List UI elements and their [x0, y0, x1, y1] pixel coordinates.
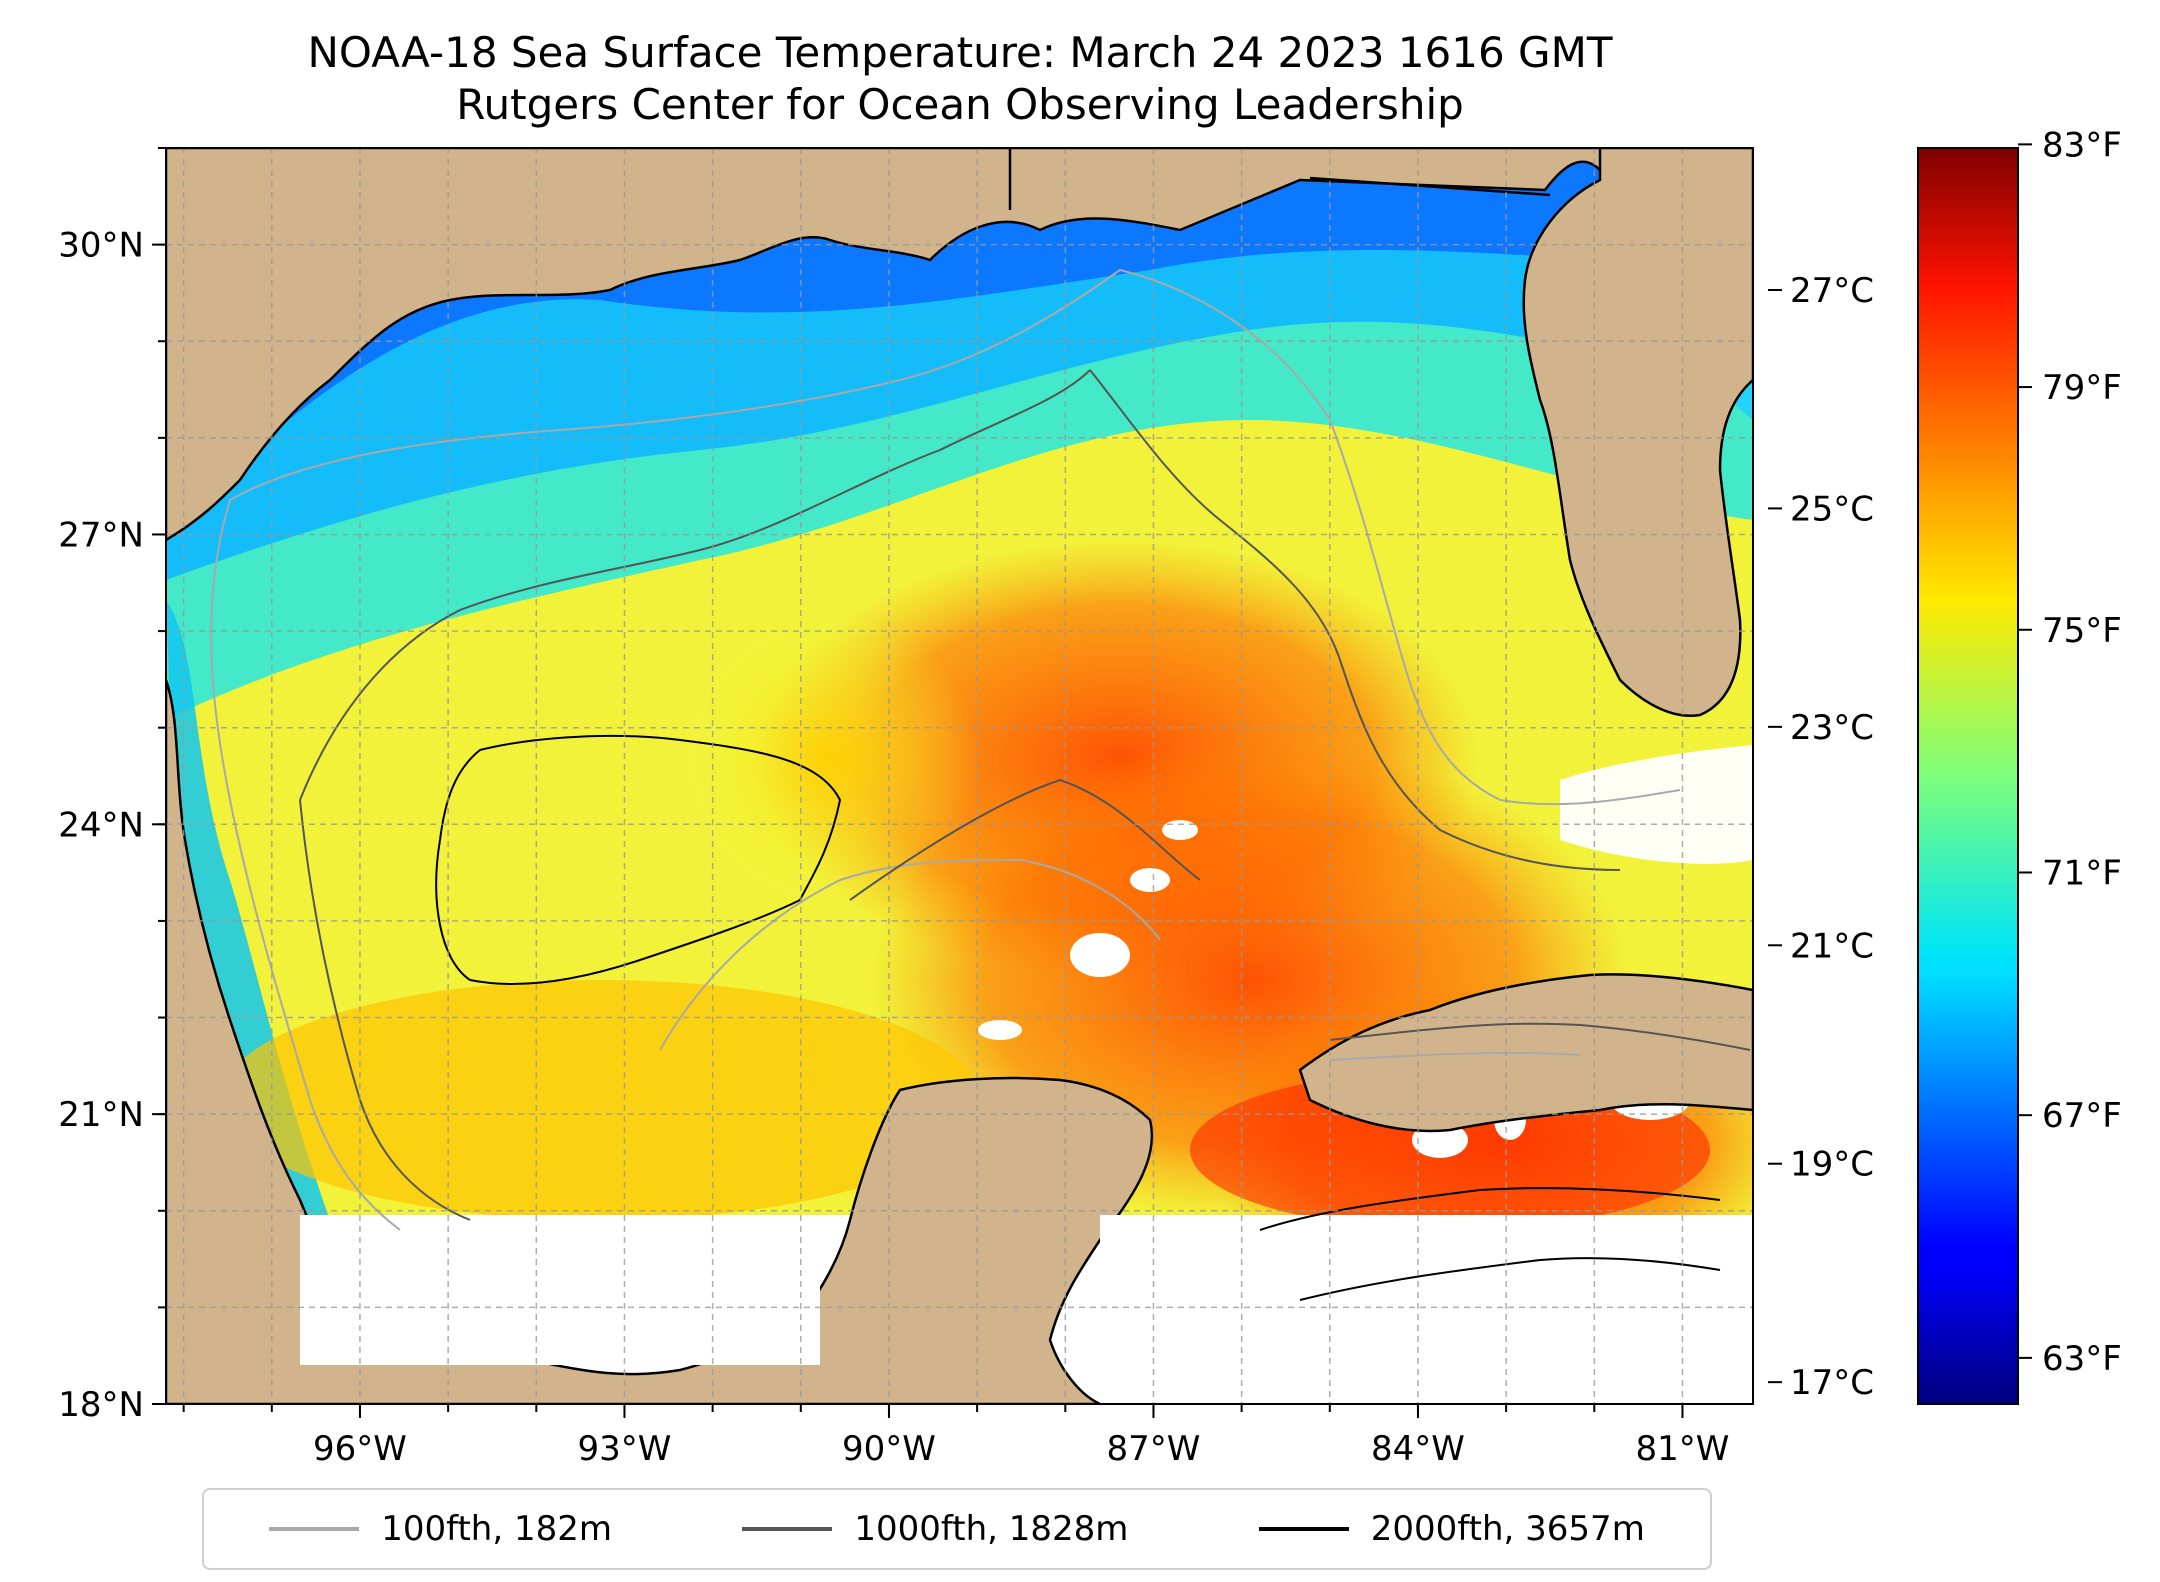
legend-item-2000fth: 2000fth, 3657m [1258, 1509, 1645, 1549]
celsius-tick-label: 27°C [1790, 271, 1874, 311]
legend-item-100fth: 100fth, 182m [269, 1509, 612, 1549]
colorbar-celsius-axis: 27°C 25°C 23°C 21°C 19°C 17°C [1768, 271, 1874, 1403]
lon-tick-label: 96°W [313, 1429, 407, 1469]
gridlines [166, 148, 1753, 1404]
map-subtitle: Rutgers Center for Ocean Observing Leade… [456, 80, 1464, 129]
map-panel [166, 148, 1753, 1404]
lon-tick-label: 87°W [1107, 1429, 1201, 1469]
bathymetry-contours [210, 268, 1751, 1301]
lon-tick-label: 90°W [842, 1429, 936, 1469]
legend-swatch-2000fth [1258, 1527, 1349, 1531]
fahrenheit-tick-label: 71°F [2042, 853, 2122, 893]
lon-tick-label: 84°W [1371, 1429, 1465, 1469]
celsius-tick-label: 21°C [1790, 926, 1874, 966]
lat-tick-label: 27°N [58, 515, 144, 555]
map-frame [165, 147, 1754, 1405]
lat-tick-label: 30°N [58, 226, 144, 266]
fahrenheit-tick-label: 67°F [2042, 1096, 2122, 1136]
legend-label-2000fth: 2000fth, 3657m [1370, 1509, 1645, 1549]
lon-tick-label: 93°W [578, 1429, 672, 1469]
celsius-tick-label: 19°C [1790, 1145, 1874, 1185]
legend-swatch-100fth [269, 1527, 360, 1531]
legend-label-1000fth: 1000fth, 1828m [854, 1509, 1129, 1549]
legend-swatch-1000fth [742, 1527, 833, 1531]
longitude-axis: 96°W 93°W 90°W 87°W 84°W 81°W [182, 1404, 1730, 1469]
depth-legend: 100fth, 182m 1000fth, 1828m 2000fth, 365… [202, 1488, 1712, 1570]
fahrenheit-tick-label: 79°F [2042, 368, 2122, 408]
legend-label-100fth: 100fth, 182m [381, 1509, 612, 1549]
fahrenheit-tick-label: 63°F [2042, 1339, 2122, 1379]
colorbar [1917, 147, 2019, 1405]
fahrenheit-tick-label: 83°F [2042, 125, 2122, 165]
lat-tick-label: 18°N [58, 1385, 144, 1425]
colorbar-fahrenheit-axis: 83°F 79°F 75°F 71°F 67°F 63°F [2018, 125, 2122, 1379]
celsius-tick-label: 17°C [1790, 1363, 1874, 1403]
lat-tick-label: 21°N [58, 1095, 144, 1135]
fahrenheit-tick-label: 75°F [2042, 611, 2122, 651]
lat-tick-label: 24°N [58, 805, 144, 845]
lon-tick-label: 81°W [1636, 1429, 1730, 1469]
celsius-tick-label: 25°C [1790, 489, 1874, 529]
legend-item-1000fth: 1000fth, 1828m [742, 1509, 1128, 1549]
celsius-tick-label: 23°C [1790, 708, 1874, 748]
latitude-axis: 30°N 27°N 24°N 21°N 18°N [58, 147, 166, 1425]
political-boundaries [1008, 148, 1551, 210]
map-title: NOAA-18 Sea Surface Temperature: March 2… [307, 28, 1613, 77]
